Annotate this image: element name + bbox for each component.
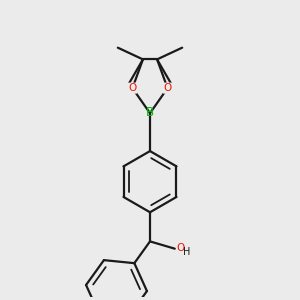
Text: O: O	[176, 243, 184, 253]
Text: H: H	[183, 247, 190, 257]
Text: B: B	[146, 106, 154, 119]
Text: O: O	[164, 83, 172, 93]
Text: O: O	[128, 83, 136, 93]
